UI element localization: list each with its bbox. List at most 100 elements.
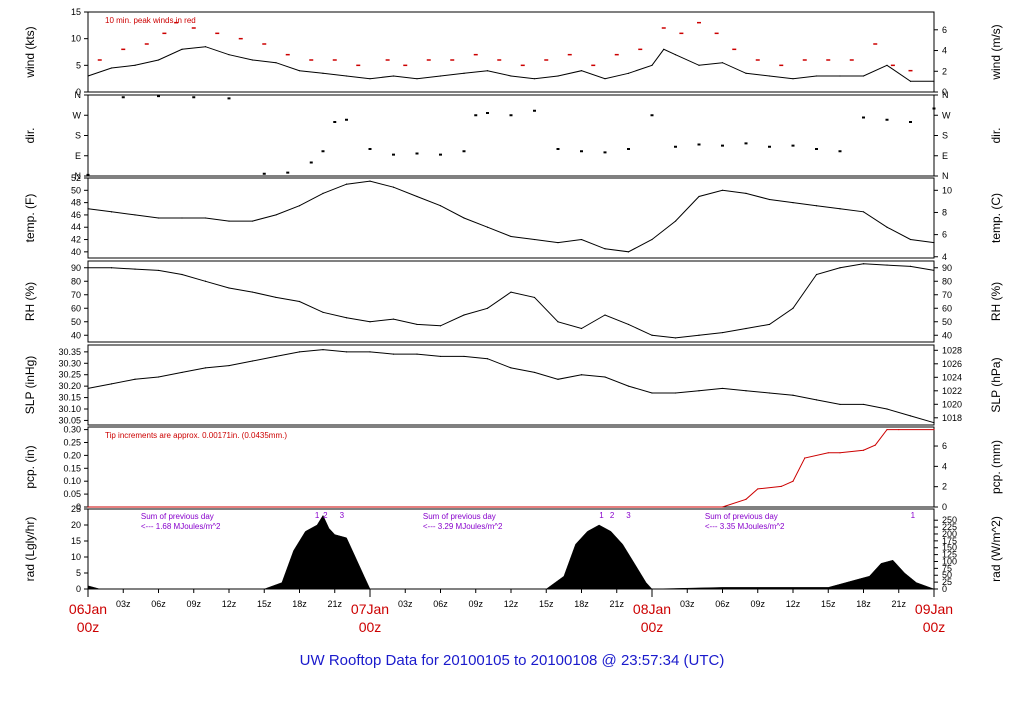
- y-tick-label-right: 225: [942, 522, 957, 532]
- footer-title: UW Rooftop Data for 20100105 to 20100108…: [299, 652, 725, 669]
- temp-data-point: [580, 238, 583, 241]
- x-day-time-label: 00z: [359, 619, 382, 635]
- wind-data-point: [110, 67, 113, 69]
- rh-data-point: [345, 317, 348, 319]
- y-tick-label-left: 25: [71, 504, 81, 514]
- pcp-data-point: [898, 428, 900, 431]
- dir-point: [580, 150, 583, 153]
- slp-data-point: [557, 378, 559, 380]
- y-tick-label-right: N: [942, 171, 949, 181]
- y-tick-label-right: 10: [942, 185, 952, 195]
- slp-series-line: [87, 349, 935, 424]
- y-tick-label-right: 1020: [942, 399, 962, 409]
- dir-point: [674, 145, 677, 148]
- pcp-data-point: [87, 506, 89, 508]
- temp-data-point: [416, 195, 418, 198]
- wind-data-point: [157, 59, 160, 61]
- panel-rad: 05101520250255075100125150175200225250ra…: [23, 504, 1003, 594]
- rh-data-point: [627, 323, 630, 326]
- y-tick-label-left: 0: [76, 502, 81, 512]
- y-axis-label-right: SLP (hPa): [989, 357, 1003, 412]
- rh-data-point: [322, 311, 324, 313]
- x-day-time-label: 00z: [923, 619, 946, 635]
- temp-data-point: [886, 226, 888, 228]
- temp-series-line: [87, 180, 935, 253]
- slp-data-point: [275, 355, 277, 358]
- slp-data-point: [815, 399, 818, 401]
- rh-series-line: [88, 263, 935, 339]
- temp-data-point: [698, 195, 700, 198]
- rh-data-point: [651, 334, 653, 336]
- slp-data-point: [862, 403, 865, 406]
- rh-data-point: [745, 327, 747, 330]
- rh-data-point: [862, 263, 865, 265]
- y-tick-label-left: 10: [71, 34, 81, 44]
- y-tick-label-right: 2: [942, 66, 947, 76]
- wind-data-point: [745, 72, 747, 74]
- dir-point: [533, 109, 536, 112]
- wind-data-point: [228, 54, 230, 56]
- dir-point: [627, 148, 630, 150]
- pcp-data-point: [721, 506, 724, 508]
- y-axis-label-left: wind (kts): [23, 26, 37, 78]
- slp-data-point: [416, 353, 418, 355]
- y-tick-label-right: 80: [942, 276, 952, 286]
- y-tick-label-left: 44: [71, 222, 81, 232]
- wind-data-point: [345, 75, 348, 77]
- wind-data-point: [251, 59, 254, 61]
- wind-data-point: [486, 70, 489, 72]
- slp-data-point: [933, 422, 935, 424]
- slp-data-point: [204, 367, 207, 369]
- wind-data-point: [369, 78, 371, 80]
- panel-frame: [87, 508, 935, 590]
- slp-data-point: [651, 392, 653, 394]
- dir-point: [286, 171, 290, 174]
- rh-data-point: [228, 287, 230, 289]
- pcp-data-point: [780, 485, 782, 487]
- wind-data-point: [909, 80, 912, 82]
- rh-data-point: [157, 269, 160, 272]
- rh-data-point: [886, 264, 888, 266]
- slp-data-point: [369, 351, 371, 353]
- wind-data-point: [839, 75, 841, 77]
- slp-data-point: [298, 351, 301, 353]
- slp-data-point: [463, 355, 465, 358]
- dir-point: [768, 145, 771, 148]
- wind-data-point: [322, 72, 324, 74]
- wind-data-point: [533, 78, 536, 80]
- rad-marker: 2: [323, 511, 328, 520]
- x-tick-label: 21z: [327, 599, 342, 609]
- y-tick-label-right: 1018: [942, 413, 962, 423]
- wind-data-point: [815, 75, 818, 77]
- pcp-data-point: [862, 449, 865, 451]
- y-axis-label-left: dir.: [23, 127, 37, 143]
- panel-frame: [87, 344, 935, 426]
- rh-data-point: [439, 325, 442, 327]
- dir-point: [121, 96, 125, 99]
- y-tick-label-right: 25: [942, 577, 952, 587]
- y-tick-label-left: 30.15: [58, 393, 81, 403]
- y-tick-label-left: 30.35: [58, 347, 81, 357]
- temp-data-point: [627, 251, 630, 253]
- rh-data-point: [580, 327, 583, 330]
- y-tick-label-right: 1024: [942, 372, 962, 382]
- dir-point: [86, 173, 90, 176]
- rad-sum-label: Sum of previous day: [423, 512, 496, 521]
- rad-marker: 3: [626, 511, 631, 520]
- y-tick-label-right: 2: [942, 482, 947, 492]
- x-day-time-label: 00z: [77, 619, 100, 635]
- y-tick-label-left: 90: [71, 263, 81, 273]
- y-tick-label-left: 50: [71, 185, 81, 195]
- y-tick-label-right: 250: [942, 515, 957, 525]
- panel-pcp: 0 0.05 0.10 0.15 0.20 0.25 0.30 0 2 4 6 pcp. (in) pc…: [23, 425, 1003, 512]
- temp-data-point: [463, 217, 465, 219]
- rad-area: [87, 514, 935, 590]
- slp-data-point: [698, 390, 700, 392]
- x-tick-label: 12z: [222, 599, 237, 609]
- temp-data-point: [862, 211, 865, 213]
- temp-data-point: [87, 208, 89, 210]
- dir-point: [462, 150, 466, 153]
- temp-data-point: [557, 242, 559, 244]
- temp-data-point: [651, 238, 653, 241]
- pcp-data-point: [933, 428, 935, 431]
